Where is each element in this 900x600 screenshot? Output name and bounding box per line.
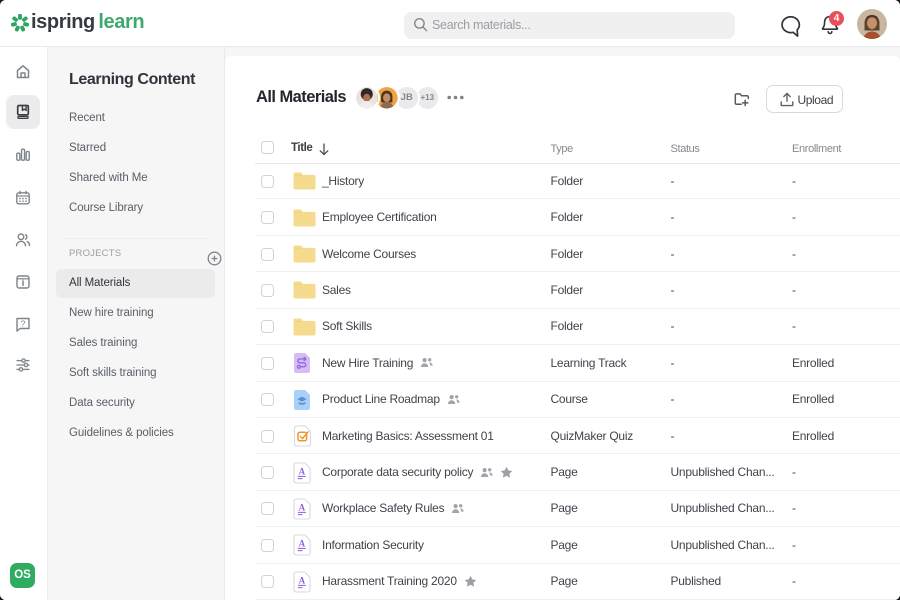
- svg-text:A: A: [299, 575, 306, 585]
- svg-text:A: A: [299, 466, 306, 476]
- svg-text:?: ?: [21, 318, 26, 328]
- svg-text:A: A: [299, 539, 306, 549]
- svg-text:A: A: [299, 503, 306, 513]
